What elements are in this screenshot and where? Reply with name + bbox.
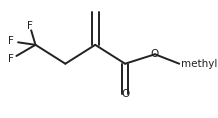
Text: methyl: methyl [181,59,218,69]
Text: F: F [27,21,33,31]
Text: O: O [121,89,129,99]
Text: O: O [151,49,159,59]
Text: F: F [8,36,14,46]
Text: F: F [8,54,14,64]
